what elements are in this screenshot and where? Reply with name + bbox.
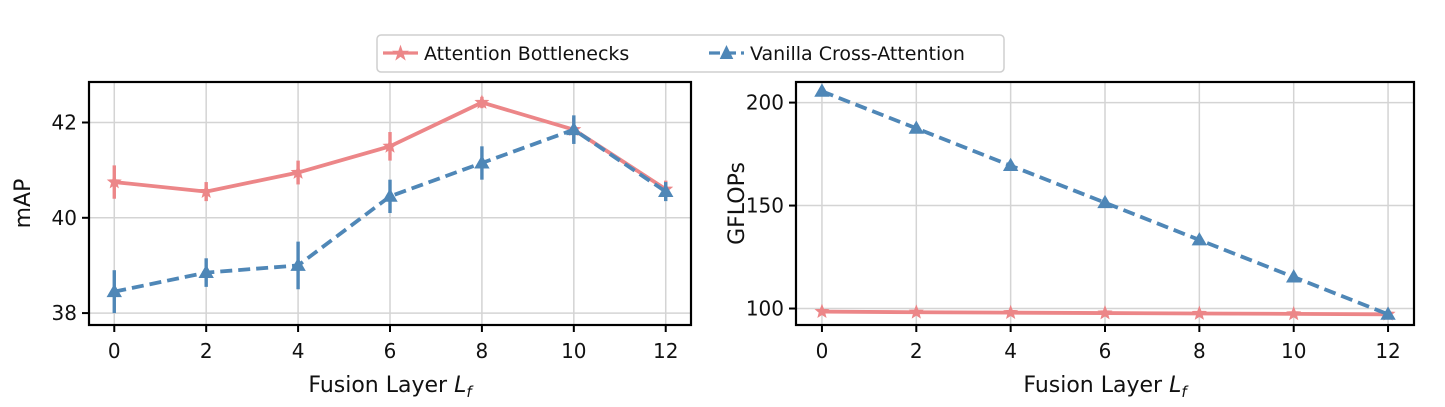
gflops-series-1-point-2: [1002, 157, 1019, 172]
gflops-series-1-point-4: [1191, 232, 1208, 246]
map-series-1-point-0: [106, 283, 122, 298]
gflops-y-tick-label-0: 100: [746, 297, 784, 321]
gflops-x-tick-label-3: 6: [1099, 339, 1112, 363]
map-series-1-point-2: [290, 257, 306, 271]
legend-frame: [376, 34, 1005, 73]
gflops-x-tick-label-0: 0: [816, 339, 829, 363]
map-x-tick-label-1: 2: [200, 339, 213, 363]
gflops-x-tick-label-2: 4: [1004, 339, 1017, 363]
gflops-plot-area: [814, 83, 1396, 321]
map-y-axis-label: mAP: [11, 179, 36, 229]
map-y-tick-label-2: 42: [52, 111, 77, 135]
gflops-series-0-point-5: [1286, 306, 1302, 321]
map-series-0-point-0: [106, 174, 122, 189]
legend-bottleneck-marker: [392, 44, 409, 61]
gflops-series-0-point-0: [814, 303, 830, 318]
gflops-series-1-point-3: [1097, 194, 1113, 209]
gflops-x-axis-label-subscript: f: [1181, 383, 1189, 401]
map-y-tick-label-0: 38: [52, 301, 77, 325]
legend-vanilla-label: Vanilla Cross-Attention: [750, 43, 965, 65]
legend-bottleneck-label: Attention Bottlenecks: [424, 43, 629, 65]
map-y-tick-label-1: 40: [52, 206, 77, 230]
map-series-0-point-2: [290, 164, 306, 179]
gflops-y-tick-label-1: 150: [746, 194, 784, 218]
gflops-x-axis-label-text: Fusion Layer: [1023, 373, 1169, 398]
legend-vanilla-marker: [719, 45, 734, 59]
map-x-axis-label: Fusion Layer Lf: [308, 373, 474, 401]
map-x-axis-label-text: Fusion Layer: [308, 373, 454, 398]
map-plot-area: [106, 94, 674, 314]
map-series-1-point-4: [474, 155, 490, 169]
gflops-x-tick-label-1: 2: [910, 339, 923, 363]
map-panel: 0 2 4 6 8 10 12 38 40 42 Fusion Layer Lf mAP: [11, 80, 693, 401]
map-x-axis-label-variable: L: [454, 373, 466, 398]
map-x-tick-label-3: 6: [384, 339, 397, 363]
gflops-series-1-point-6: [1380, 306, 1396, 320]
map-series-1-point-5: [566, 121, 582, 136]
map-series-1-point-1: [198, 264, 214, 279]
gflops-panel: 0 2 4 6 8 10 12 100 150 200 Fusion Layer Lf GFLOPs: [725, 80, 1416, 401]
map-series-0-point-1: [198, 183, 214, 198]
map-series-0-point-3: [382, 138, 398, 153]
gflops-x-axis-label: Fusion Layer Lf: [1023, 373, 1189, 401]
gflops-series-0-point-3: [1097, 305, 1113, 320]
gflops-series-1-point-5: [1285, 269, 1302, 283]
map-series-0-point-4: [474, 94, 490, 109]
map-x-axis-label-subscript: f: [466, 383, 474, 401]
gflops-x-tick-label-6: 12: [1375, 339, 1400, 363]
gflops-series-0-point-2: [1003, 304, 1019, 320]
map-x-tick-label-5: 10: [561, 339, 586, 363]
map-grid: [89, 82, 691, 325]
gflops-y-axis-label: GFLOPs: [725, 162, 750, 245]
gflops-series-0-point-1: [908, 304, 924, 319]
map-series-1-point-6: [658, 183, 674, 198]
legend: Attention Bottlenecks Vanilla Cross-Atte…: [376, 34, 1005, 73]
gflops-series-1-point-0: [814, 83, 830, 97]
gflops-x-tick-label-4: 8: [1193, 339, 1206, 363]
gflops-series-1-point-1: [908, 120, 925, 134]
map-x-tick-label-6: 12: [653, 339, 678, 363]
map-x-tick-label-4: 8: [476, 339, 489, 363]
map-series-1-point-3: [382, 188, 398, 202]
gflops-x-tick-label-5: 10: [1281, 339, 1306, 363]
map-x-tick-label-0: 0: [108, 339, 121, 363]
gflops-series-0-point-4: [1191, 305, 1207, 320]
gflops-x-axis-label-variable: L: [1169, 373, 1181, 398]
map-x-tick-label-2: 4: [292, 339, 305, 363]
gflops-y-tick-label-2: 200: [746, 91, 784, 115]
